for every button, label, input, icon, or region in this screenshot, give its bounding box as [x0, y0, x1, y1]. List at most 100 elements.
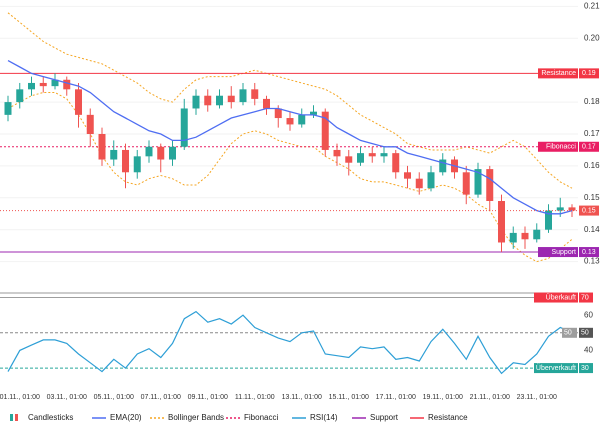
level-value-badge: [579, 68, 599, 79]
level-badge: [538, 68, 578, 79]
candle-body: [310, 111, 317, 115]
y-tick-label: 0.16: [584, 161, 600, 170]
level-value: 0.17: [582, 144, 596, 151]
x-tick-label: 09.11., 01:00: [188, 394, 228, 401]
y-tick-label: 0.14: [584, 225, 600, 234]
candle-body: [98, 134, 106, 160]
candle-body: [333, 149, 341, 157]
legend-label: Support: [370, 413, 399, 422]
candle-body: [180, 108, 188, 147]
legend-label: Fibonacci: [244, 413, 278, 422]
candle-body: [439, 159, 447, 173]
candle-body: [51, 79, 59, 87]
rsi-level-value-badge: [579, 327, 593, 338]
level-badge: [538, 247, 578, 258]
x-tick-label: 05.11., 01:00: [94, 394, 134, 401]
candle-body: [368, 153, 376, 157]
x-tick-label: 13.11., 01:00: [282, 394, 322, 401]
y-tick-label: 0.17: [584, 129, 600, 138]
bollinger-band: [7, 12, 573, 189]
candle-body: [415, 178, 423, 189]
x-tick-label: 03.11., 01:00: [47, 394, 87, 401]
candle-body: [404, 172, 411, 179]
candle-body: [345, 156, 353, 163]
rsi-level-value: 50: [581, 330, 589, 337]
candle-body: [486, 169, 494, 201]
candle-body: [192, 95, 200, 109]
candle-body: [286, 118, 294, 125]
rsi-level-name: Überkauft: [546, 293, 576, 301]
candle-body: [239, 89, 247, 103]
candle-body: [216, 95, 223, 106]
candle-body: [16, 89, 24, 103]
candle-body: [157, 146, 165, 160]
legend-label: EMA(20): [110, 413, 142, 422]
level-name: Fibonacci: [546, 144, 576, 151]
candle-body: [227, 95, 235, 103]
candle-body: [133, 156, 141, 173]
x-tick-label: 23.11., 01:00: [517, 394, 557, 401]
level-badge: [538, 141, 578, 152]
legend-icon: [10, 414, 13, 421]
candle-body: [122, 149, 129, 173]
candle-body: [75, 89, 82, 115]
rsi-tick-label: 60: [584, 310, 593, 319]
candle-body: [545, 210, 552, 230]
ema-line: [7, 60, 573, 215]
candle-body: [298, 114, 306, 125]
legend-label: Candlesticks: [28, 413, 73, 422]
candle-body: [4, 102, 12, 115]
level-name: Resistance: [541, 70, 576, 77]
rsi-level-name: Überverkauft: [536, 364, 576, 372]
candle-body: [498, 201, 505, 243]
x-tick-label: 15.11., 01:00: [329, 394, 369, 401]
candle-body: [110, 149, 118, 160]
legend-label: RSI(14): [310, 413, 338, 422]
rsi-level-value: 30: [581, 365, 589, 372]
rsi-level-value-badge: [579, 292, 593, 303]
y-tick-label: 0.21: [584, 1, 600, 10]
rsi-level-value-badge: [579, 363, 593, 374]
legend-label: Resistance: [428, 413, 468, 422]
rsi-level-badge: [534, 363, 578, 374]
candle-body: [568, 207, 576, 211]
candle-body: [357, 153, 364, 163]
x-tick-label: 07.11., 01:00: [141, 394, 181, 401]
level-value-badge: [579, 247, 599, 258]
candle-body: [474, 169, 482, 195]
candle-body: [521, 232, 529, 240]
legend-label: Bollinger Bands: [168, 413, 224, 422]
rsi-value-badge: [562, 327, 577, 338]
x-tick-label: 21.11., 01:00: [470, 394, 510, 401]
candle-body: [86, 114, 94, 134]
candle-body: [204, 95, 212, 106]
level-value: 0.19: [582, 70, 596, 77]
candle-body: [321, 111, 329, 150]
candle-body: [392, 153, 400, 173]
x-tick-label: 17.11., 01:00: [376, 394, 416, 401]
last-price-badge: [579, 205, 599, 216]
candle-body: [251, 89, 259, 99]
rsi-value: 50: [564, 330, 572, 337]
candle-body: [274, 108, 282, 119]
rsi-level-value: 70: [581, 294, 589, 301]
candle-body: [380, 153, 388, 157]
candle-body: [145, 146, 153, 157]
candle-body: [462, 172, 470, 195]
legend-icon: [15, 414, 18, 421]
candle-body: [556, 207, 564, 211]
x-tick-label: 11.11., 01:00: [235, 394, 275, 401]
candle-body: [39, 82, 47, 87]
candle-body: [263, 98, 270, 109]
candle-body: [509, 232, 517, 243]
y-tick-label: 0.18: [584, 97, 600, 106]
bollinger-band: [7, 92, 573, 263]
y-tick-label: 0.13: [584, 257, 600, 266]
candle-body: [28, 82, 35, 90]
candle-body: [427, 172, 435, 189]
x-tick-label: 01.11., 01:00: [0, 394, 40, 401]
level-value-badge: [579, 141, 599, 152]
candle-body: [169, 146, 176, 160]
last-price-label: 0.15: [582, 207, 596, 214]
